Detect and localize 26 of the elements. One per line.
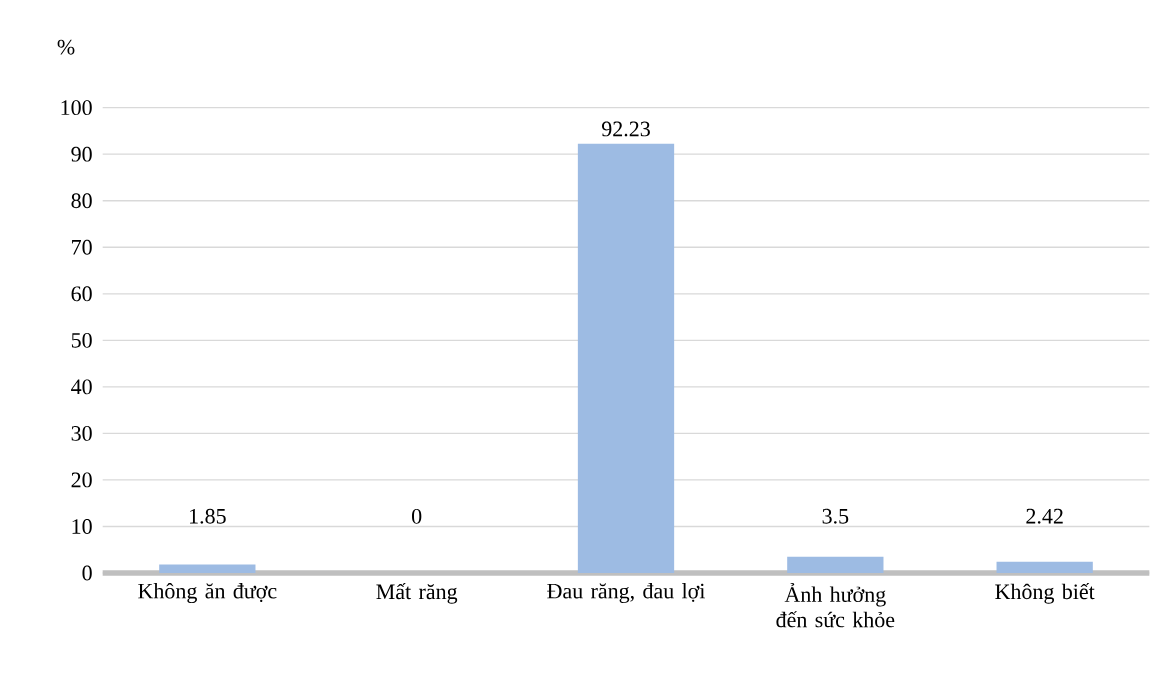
data-label: 92.23 [601, 121, 650, 137]
y-tick-label: 90 [71, 146, 92, 162]
y-tick-label: 40 [71, 379, 92, 395]
data-label: 1.85 [190, 508, 226, 524]
bar [787, 556, 884, 573]
y-tick-label: 20 [71, 472, 92, 488]
data-label: 3.5 [822, 508, 849, 524]
data-label: 2.42 [1026, 508, 1063, 524]
bar [996, 561, 1093, 573]
y-tick-label: 100 [61, 100, 92, 116]
y-tick-label: 0 [82, 565, 92, 581]
y-tick-label: 10 [72, 519, 92, 534]
bar [159, 564, 256, 573]
y-tick-label: 50 [71, 332, 92, 348]
y-axis-title: % [57, 39, 75, 55]
x-tick-label: Mất răng [376, 583, 458, 604]
y-tick-label: 80 [71, 193, 92, 209]
y-tick-label: 70 [72, 239, 92, 255]
x-tick-label: Không biết [995, 583, 1095, 604]
x-tick-label: Đau răng, đau lợi [547, 583, 706, 604]
bar [577, 143, 675, 573]
y-tick-label: 60 [71, 286, 92, 302]
y-tick-label: 30 [71, 425, 92, 441]
x-tick-label: Không ăn được [138, 583, 277, 604]
x-tick-label: Ảnh hưởng đến sức khỏe [776, 583, 895, 628]
data-label: 0 [412, 508, 422, 524]
